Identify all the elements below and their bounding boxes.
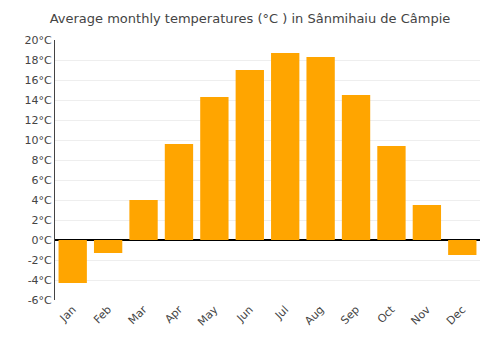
svg-text:Nov: Nov	[409, 303, 434, 328]
svg-text:Feb: Feb	[91, 303, 114, 326]
svg-text:0°C: 0°C	[32, 234, 52, 247]
svg-text:10°C: 10°C	[25, 134, 52, 147]
svg-text:4°C: 4°C	[32, 194, 52, 207]
svg-text:Jul: Jul	[272, 303, 291, 322]
svg-text:2°C: 2°C	[32, 214, 52, 227]
svg-text:Oct: Oct	[375, 303, 398, 326]
svg-text:Aug: Aug	[302, 303, 326, 327]
svg-text:Mar: Mar	[126, 303, 150, 327]
svg-text:Average monthly temperatures (: Average monthly temperatures (°C ) in Sâ…	[50, 11, 451, 26]
svg-text:-2°C: -2°C	[28, 254, 52, 267]
svg-text:16°C: 16°C	[25, 74, 52, 87]
svg-text:May: May	[195, 303, 221, 329]
svg-text:14°C: 14°C	[25, 94, 52, 107]
svg-text:-4°C: -4°C	[28, 274, 52, 287]
svg-text:Sep: Sep	[338, 303, 362, 327]
svg-text:18°C: 18°C	[25, 54, 52, 67]
svg-text:20°C: 20°C	[25, 34, 52, 47]
svg-text:Jan: Jan	[57, 303, 79, 325]
svg-text:Apr: Apr	[162, 303, 185, 326]
svg-text:6°C: 6°C	[32, 174, 52, 187]
svg-text:Dec: Dec	[444, 303, 468, 327]
svg-text:12°C: 12°C	[25, 114, 52, 127]
svg-text:8°C: 8°C	[32, 154, 52, 167]
svg-text:Jun: Jun	[234, 303, 256, 325]
svg-text:-6°C: -6°C	[28, 294, 52, 307]
